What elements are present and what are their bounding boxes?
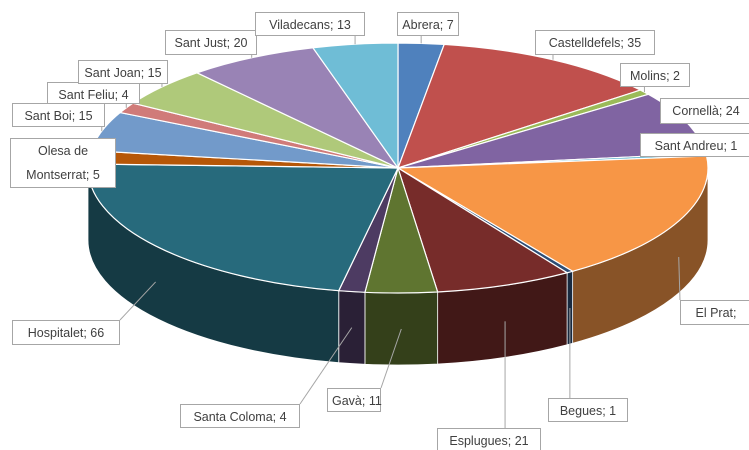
data-label: Olesa de Montserrat; 5 bbox=[10, 138, 116, 188]
data-label: Esplugues; 21 bbox=[437, 428, 541, 450]
slice bbox=[195, 47, 400, 170]
slice bbox=[396, 166, 569, 293]
data-label: Sant Just; 20 bbox=[165, 30, 257, 55]
data-label: Sant Joan; 15 bbox=[78, 60, 168, 84]
data-label: Santa Coloma; 4 bbox=[180, 404, 300, 428]
leader-line bbox=[678, 257, 681, 301]
slice-side bbox=[364, 291, 439, 366]
leader-line bbox=[299, 327, 353, 405]
leader-line bbox=[380, 328, 402, 389]
data-label: Sant Andreu; 1 bbox=[640, 133, 749, 157]
data-label: Sant Feliu; 4 bbox=[47, 82, 140, 104]
leader-line bbox=[119, 281, 156, 321]
data-label: Castelldefels; 35 bbox=[535, 30, 655, 55]
data-label: Gavà; 11 bbox=[327, 388, 382, 412]
data-label: Begues; 1 bbox=[548, 398, 628, 422]
data-label: Hospitalet; 66 bbox=[12, 320, 120, 345]
data-label: Viladecans; 13 bbox=[255, 12, 365, 36]
data-label: Abrera; 7 bbox=[397, 12, 459, 36]
data-label: Molins; 2 bbox=[620, 63, 690, 87]
data-label: Cornellà; 24 bbox=[660, 98, 749, 124]
slice-side bbox=[338, 290, 366, 365]
data-label: Sant Boi; 15 bbox=[12, 103, 105, 127]
slice bbox=[395, 155, 709, 272]
data-label: El Prat; bbox=[680, 300, 749, 325]
